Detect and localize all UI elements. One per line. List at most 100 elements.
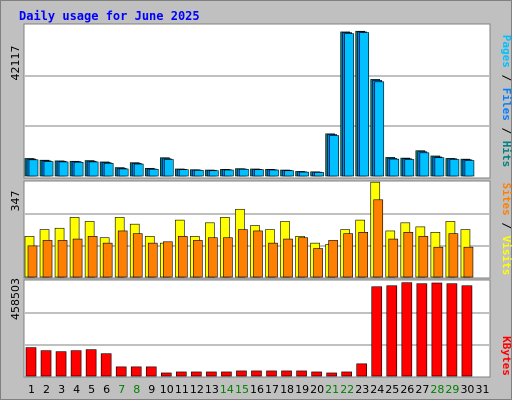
bar-kbytes-3 bbox=[55, 351, 67, 377]
bar-kbytes-29 bbox=[446, 283, 458, 377]
bar-pages-6 bbox=[103, 163, 114, 177]
bar-pages-12 bbox=[194, 170, 204, 177]
bar-sites-13 bbox=[208, 237, 218, 278]
bar-kbytes-24 bbox=[371, 286, 383, 377]
day-label-11: 11 bbox=[175, 383, 189, 396]
day-label-9: 9 bbox=[148, 383, 155, 396]
bar-sites-21 bbox=[328, 240, 338, 278]
bar-sites-9 bbox=[147, 242, 158, 278]
bar-pages-15 bbox=[239, 169, 249, 177]
bar-kbytes-19 bbox=[296, 370, 307, 377]
bar-pages-25 bbox=[389, 158, 400, 177]
day-label-6: 6 bbox=[103, 383, 110, 396]
bar-pages-29 bbox=[449, 159, 460, 177]
y-label-hits: 42117 bbox=[9, 46, 22, 81]
bar-pages-10 bbox=[163, 159, 174, 177]
bar-kbytes-28 bbox=[431, 282, 443, 377]
bar-pages-28 bbox=[434, 157, 445, 177]
day-label-2: 2 bbox=[43, 383, 50, 396]
day-label-17: 17 bbox=[265, 383, 279, 396]
bar-kbytes-8 bbox=[130, 366, 142, 377]
day-label-5: 5 bbox=[88, 383, 95, 396]
legend-kbytes: KBytes bbox=[500, 336, 512, 376]
bar-kbytes-26 bbox=[401, 282, 413, 377]
legend-files: Files bbox=[500, 88, 512, 121]
bar-kbytes-13 bbox=[206, 371, 217, 377]
y-label-visits: 347 bbox=[9, 191, 22, 212]
bar-kbytes-5 bbox=[85, 349, 97, 377]
day-label-22: 22 bbox=[340, 383, 354, 396]
day-label-8: 8 bbox=[133, 383, 140, 396]
bar-pages-9 bbox=[148, 169, 159, 177]
bar-sites-20 bbox=[313, 248, 323, 278]
day-label-31: 31 bbox=[475, 383, 489, 396]
bar-sites-8 bbox=[132, 233, 143, 278]
bar-kbytes-2 bbox=[40, 350, 52, 377]
svg-text:KBytes: KBytes bbox=[500, 336, 512, 376]
bar-sites-16 bbox=[253, 230, 263, 278]
bar-kbytes-27 bbox=[416, 283, 428, 377]
bar-sites-23 bbox=[358, 232, 369, 278]
day-label-23: 23 bbox=[355, 383, 369, 396]
bar-kbytes-21 bbox=[326, 372, 337, 377]
bar-kbytes-10 bbox=[160, 372, 172, 377]
day-label-19: 19 bbox=[295, 383, 309, 396]
bar-sites-7 bbox=[117, 230, 128, 278]
bar-pages-18 bbox=[284, 170, 294, 177]
bar-sites-22 bbox=[343, 233, 353, 278]
bar-kbytes-30 bbox=[461, 285, 473, 377]
day-label-21: 21 bbox=[325, 383, 339, 396]
day-label-29: 29 bbox=[445, 383, 459, 396]
svg-text:Sites / Visits: Sites / Visits bbox=[500, 183, 512, 276]
legend-sep-3: / bbox=[500, 216, 512, 236]
bar-pages-4 bbox=[73, 161, 84, 177]
bar-sites-11 bbox=[178, 236, 188, 278]
bar-sites-29 bbox=[448, 233, 459, 278]
bar-sites-4 bbox=[72, 238, 83, 278]
day-label-15: 15 bbox=[235, 383, 249, 396]
day-label-26: 26 bbox=[400, 383, 414, 396]
legend-sep-2: / bbox=[500, 121, 512, 141]
legend-sites: Sites bbox=[500, 183, 512, 216]
day-label-30: 30 bbox=[460, 383, 474, 396]
bar-pages-20 bbox=[314, 172, 324, 177]
bar-pages-7 bbox=[118, 168, 129, 177]
chart-title: Daily usage for June 2025 bbox=[19, 9, 200, 23]
bar-pages-23 bbox=[359, 32, 370, 177]
bar-sites-28 bbox=[433, 246, 444, 278]
bar-pages-27 bbox=[419, 152, 430, 177]
bar-sites-19 bbox=[298, 237, 308, 278]
day-label-20: 20 bbox=[310, 383, 324, 396]
bar-pages-1 bbox=[28, 159, 39, 177]
bar-kbytes-17 bbox=[266, 370, 277, 377]
bar-sites-1 bbox=[27, 245, 38, 278]
bar-pages-2 bbox=[43, 161, 54, 177]
bar-kbytes-20 bbox=[311, 371, 322, 377]
day-label-27: 27 bbox=[415, 383, 429, 396]
bar-sites-18 bbox=[283, 238, 293, 278]
bar-pages-21 bbox=[329, 135, 339, 177]
bar-sites-24 bbox=[373, 199, 384, 278]
bar-kbytes-6 bbox=[100, 353, 112, 377]
bar-pages-16 bbox=[254, 169, 264, 177]
bar-kbytes-14 bbox=[221, 371, 232, 377]
bar-sites-26 bbox=[403, 232, 414, 278]
legend-pages: Pages bbox=[500, 35, 512, 68]
day-label-18: 18 bbox=[280, 383, 294, 396]
bar-kbytes-23 bbox=[356, 363, 368, 377]
day-label-14: 14 bbox=[220, 383, 234, 396]
day-label-24: 24 bbox=[370, 383, 384, 396]
day-label-4: 4 bbox=[73, 383, 80, 396]
bar-kbytes-1 bbox=[25, 347, 37, 377]
bar-sites-10 bbox=[162, 241, 173, 278]
panel-hits bbox=[23, 23, 491, 179]
bar-pages-17 bbox=[269, 169, 279, 177]
bar-pages-22 bbox=[344, 33, 354, 177]
bar-kbytes-4 bbox=[70, 350, 82, 377]
day-label-25: 25 bbox=[385, 383, 399, 396]
bar-pages-30 bbox=[464, 160, 475, 177]
bar-sites-6 bbox=[102, 242, 113, 278]
bar-kbytes-25 bbox=[386, 285, 398, 377]
bar-sites-5 bbox=[87, 236, 98, 278]
